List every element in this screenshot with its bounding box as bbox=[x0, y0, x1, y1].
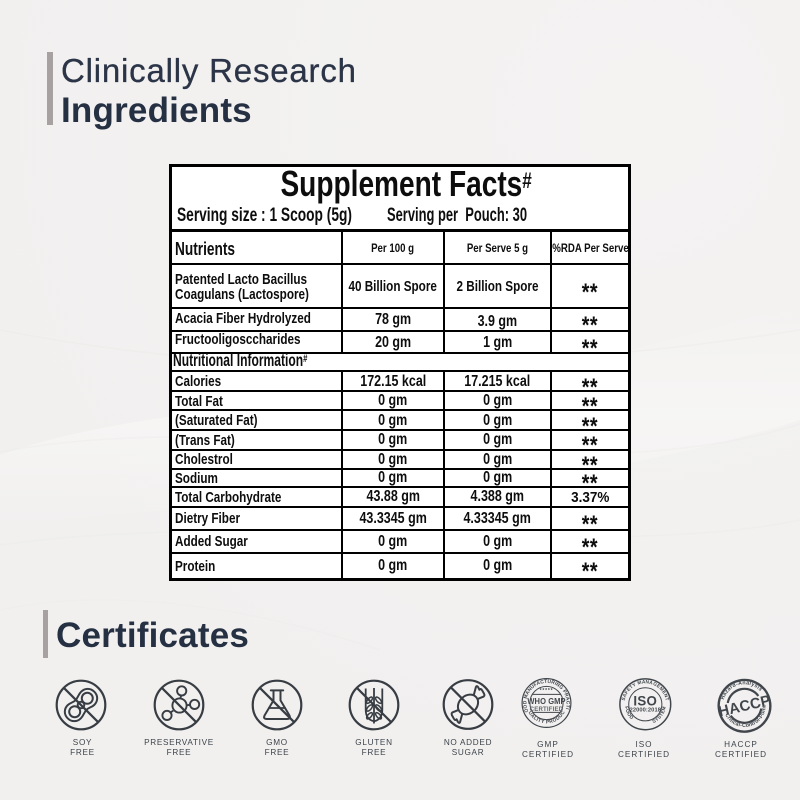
svg-text:22000:2018: 22000:2018 bbox=[630, 708, 661, 714]
svg-text:CERTIFIED: CERTIFIED bbox=[530, 706, 564, 713]
svg-text:ISO: ISO bbox=[633, 693, 657, 708]
svg-text:WHO GMP: WHO GMP bbox=[527, 697, 565, 706]
svg-text:*****: ***** bbox=[540, 688, 554, 694]
